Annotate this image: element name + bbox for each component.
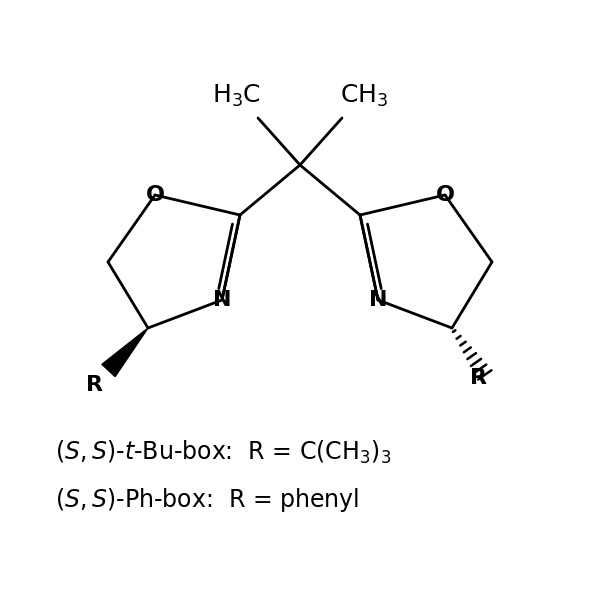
Text: $(S,S)$-Ph-box:  R = phenyl: $(S,S)$-Ph-box: R = phenyl xyxy=(55,486,359,514)
Text: $\mathregular{CH_3}$: $\mathregular{CH_3}$ xyxy=(340,83,388,109)
Text: N: N xyxy=(213,290,231,310)
Text: N: N xyxy=(369,290,387,310)
Text: $\mathregular{H_3C}$: $\mathregular{H_3C}$ xyxy=(212,83,260,109)
Text: O: O xyxy=(436,185,455,205)
Text: $(S,S)$-$t$-Bu-box:  R = C(CH$_3$)$_3$: $(S,S)$-$t$-Bu-box: R = C(CH$_3$)$_3$ xyxy=(55,439,391,466)
Text: R: R xyxy=(470,368,487,388)
Text: O: O xyxy=(146,185,164,205)
Text: R: R xyxy=(86,375,104,395)
Polygon shape xyxy=(102,328,148,377)
